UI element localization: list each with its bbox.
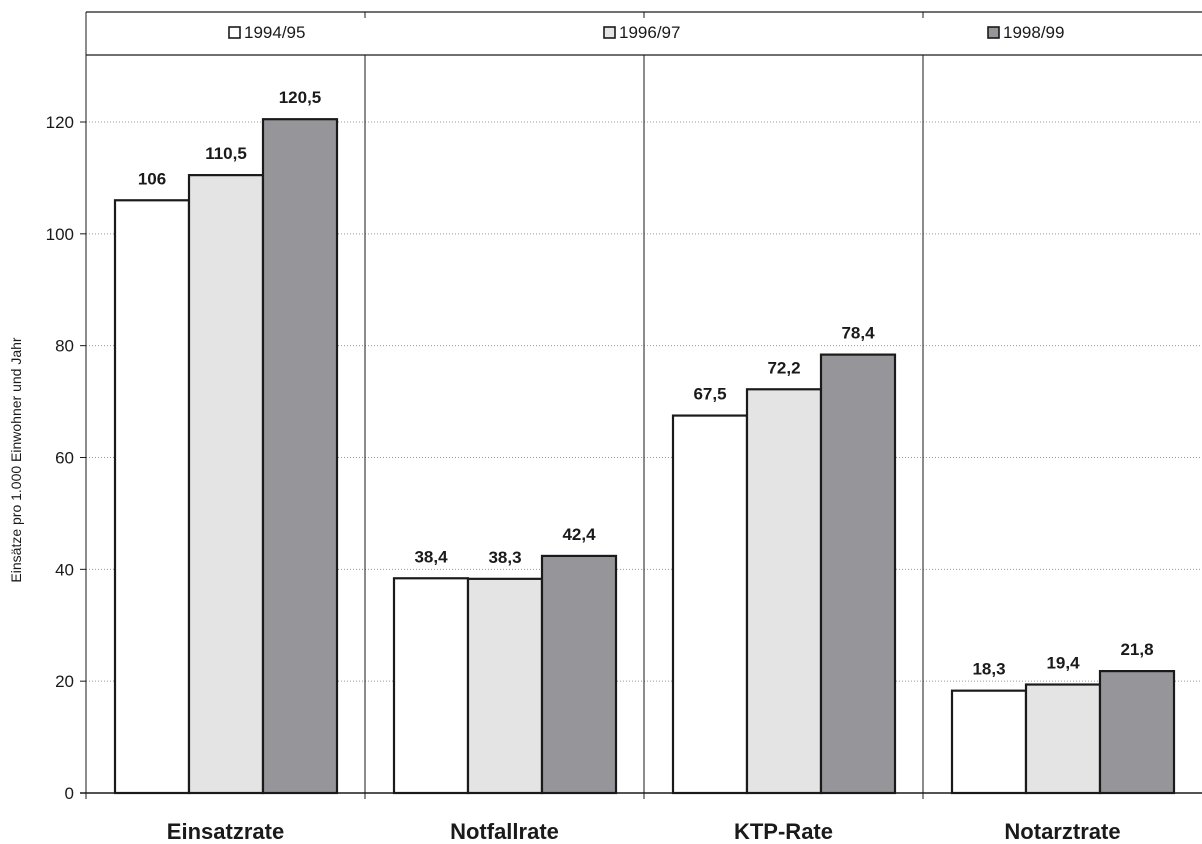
bar-KTP-Rate-1996/97 [745, 388, 823, 795]
bar-Notarztrate-1994/95 [950, 689, 1028, 795]
bar-Notfallrate-1998/99 [540, 554, 618, 795]
legend-label-1994/95: 1994/95 [244, 23, 305, 42]
value-label-Notarztrate-1996/97: 19,4 [1046, 654, 1080, 673]
bar-KTP-Rate-1994/95 [671, 414, 749, 795]
legend-swatch-1994/95 [228, 26, 241, 39]
bar-Einsatzrate-1994/95 [113, 199, 191, 795]
value-label-Einsatzrate-1994/95: 106 [138, 169, 166, 188]
bar-Notfallrate-1994/95 [392, 577, 470, 795]
y-tick-label: 40 [55, 560, 74, 579]
bar-KTP-Rate-1998/99 [819, 353, 897, 795]
legend-label-1998/99: 1998/99 [1003, 23, 1064, 42]
value-label-Notfallrate-1994/95: 38,4 [414, 547, 448, 566]
value-label-KTP-Rate-1998/99: 78,4 [841, 324, 875, 343]
value-label-Notarztrate-1998/99: 21,8 [1120, 640, 1153, 659]
legend-label-1996/97: 1996/97 [619, 23, 680, 42]
legend-swatch-1998/99 [987, 26, 1000, 39]
value-label-KTP-Rate-1996/97: 72,2 [767, 358, 800, 377]
y-axis-label: Einsätze pro 1.000 Einwohner und Jahr [8, 337, 24, 582]
value-label-KTP-Rate-1994/95: 67,5 [693, 385, 726, 404]
category-label-Einsatzrate: Einsatzrate [167, 819, 284, 844]
y-tick-label: 60 [55, 449, 74, 468]
bar-Einsatzrate-1996/97 [187, 174, 265, 795]
bar-Notarztrate-1996/97 [1024, 683, 1102, 795]
value-label-Notfallrate-1998/99: 42,4 [562, 525, 596, 544]
bar-Einsatzrate-1998/99 [261, 118, 339, 795]
value-label-Einsatzrate-1998/99: 120,5 [279, 88, 322, 107]
bar-Notarztrate-1998/99 [1098, 670, 1176, 795]
legend-swatch-1996/97 [603, 26, 616, 39]
value-label-Notarztrate-1994/95: 18,3 [972, 660, 1005, 679]
y-tick-label: 20 [55, 672, 74, 691]
value-label-Notfallrate-1996/97: 38,3 [488, 548, 521, 567]
y-tick-label: 80 [55, 337, 74, 356]
y-tick-label: 0 [65, 784, 74, 803]
bar-Notfallrate-1996/97 [466, 577, 544, 795]
y-tick-label: 100 [46, 225, 74, 244]
category-label-Notarztrate: Notarztrate [1004, 819, 1120, 844]
category-label-KTP-Rate: KTP-Rate [734, 819, 833, 844]
category-label-Notfallrate: Notfallrate [450, 819, 559, 844]
y-tick-label: 120 [46, 113, 74, 132]
value-label-Einsatzrate-1996/97: 110,5 [205, 144, 247, 163]
